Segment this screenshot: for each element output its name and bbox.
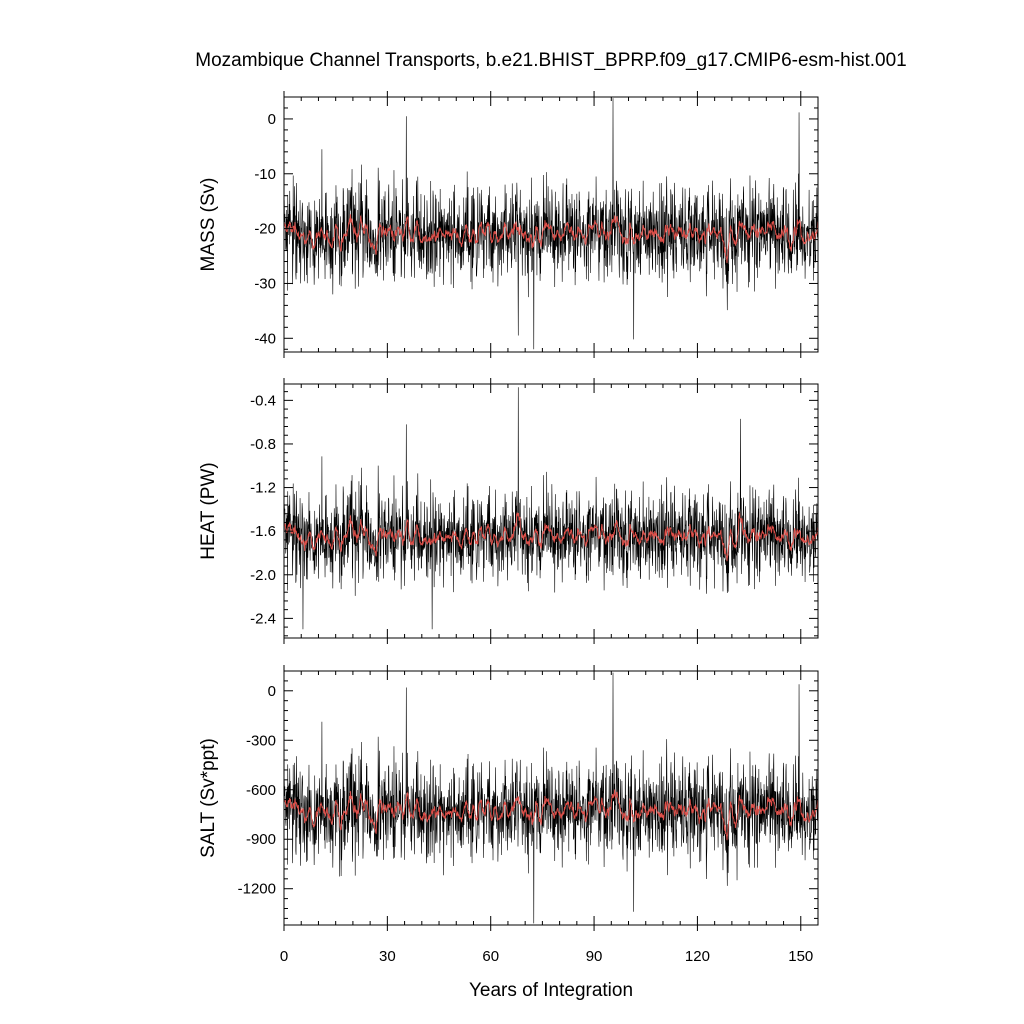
heat-ytick-label: -2.0 — [250, 567, 276, 584]
salt-ytick-label: -600 — [246, 782, 276, 799]
salt-plot-frame — [283, 670, 819, 926]
mass-y-axis-label: MASS (Sv) — [198, 178, 219, 272]
x-tick-label: 150 — [788, 948, 813, 965]
mass-ytick-label: -20 — [254, 221, 276, 238]
salt-ytick-label: -1200 — [238, 881, 276, 898]
x-tick-label: 0 — [280, 948, 288, 965]
mass-ytick-label: -30 — [254, 275, 276, 292]
x-tick-label: 120 — [685, 948, 710, 965]
panels-group: 0 -10 -20 -30 -40 MASS (Sv) -0.4 -0.8 -1.2 -1.6 -2… — [198, 91, 819, 965]
panel-mass: 0 -10 -20 -30 -40 MASS (Sv) — [198, 91, 819, 358]
x-tick-label: 30 — [379, 948, 396, 965]
salt-ytick-label: -900 — [246, 831, 276, 848]
x-axis-label: Years of Integration — [469, 980, 633, 1001]
heat-raw-series-line — [284, 387, 818, 630]
heat-ytick-label: -1.6 — [250, 523, 276, 540]
heat-ytick-label: -1.2 — [250, 480, 276, 497]
mass-raw-series-line — [284, 98, 818, 350]
heat-ytick-label: -0.8 — [250, 436, 276, 453]
mass-smoothed-series-line — [284, 214, 818, 264]
x-tick-label: 60 — [482, 948, 499, 965]
salt-smoothed-series-line — [284, 789, 818, 841]
salt-y-axis-label: SALT (Sv*ppt) — [198, 738, 219, 858]
mass-ytick-label: 0 — [268, 111, 276, 128]
chart-title: Mozambique Channel Transports, b.e21.BHI… — [195, 50, 906, 71]
salt-ytick-label: -300 — [246, 732, 276, 749]
mass-ytick-label: -40 — [254, 330, 276, 347]
panel-salt: 0 -300 -600 -900 -1200 SALT (Sv*ppt) 0 30 60 90 12… — [198, 665, 819, 965]
salt-ytick-label: 0 — [268, 683, 276, 700]
heat-ytick-label: -0.4 — [250, 392, 276, 409]
heat-plot-frame — [283, 383, 819, 639]
x-tick-label: 90 — [586, 948, 603, 965]
mass-ytick-label: -10 — [254, 166, 276, 183]
mass-plot-frame — [283, 96, 819, 353]
heat-ytick-label: -2.4 — [250, 610, 276, 627]
heat-y-axis-label: HEAT (PW) — [198, 462, 219, 559]
salt-raw-series-line — [284, 672, 818, 924]
panel-heat: -0.4 -0.8 -1.2 -1.6 -2.0 -2.4 HEAT (PW) — [198, 378, 819, 644]
heat-smoothed-series-line — [284, 512, 818, 562]
